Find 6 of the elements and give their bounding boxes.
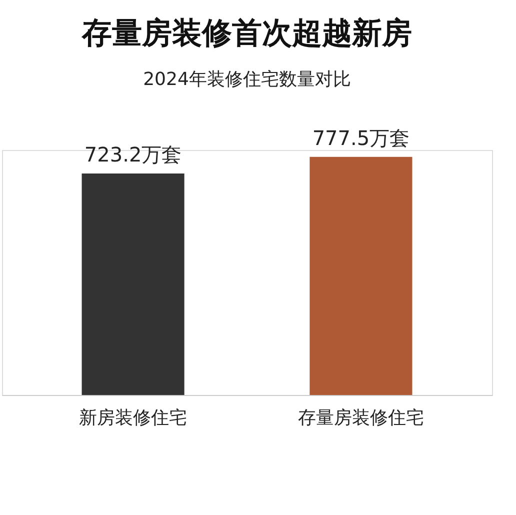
data-label: 777.5万套 (312, 126, 410, 150)
x-tick-label: 新房装修住宅 (79, 408, 188, 428)
data-label: 723.2万套 (84, 142, 182, 167)
chart-subtitle: 2024年装修住宅数量对比 (143, 68, 351, 90)
x-tick-label: 存量房装修住宅 (298, 408, 424, 428)
chart-title: 存量房装修首次超越新房 (81, 16, 412, 51)
